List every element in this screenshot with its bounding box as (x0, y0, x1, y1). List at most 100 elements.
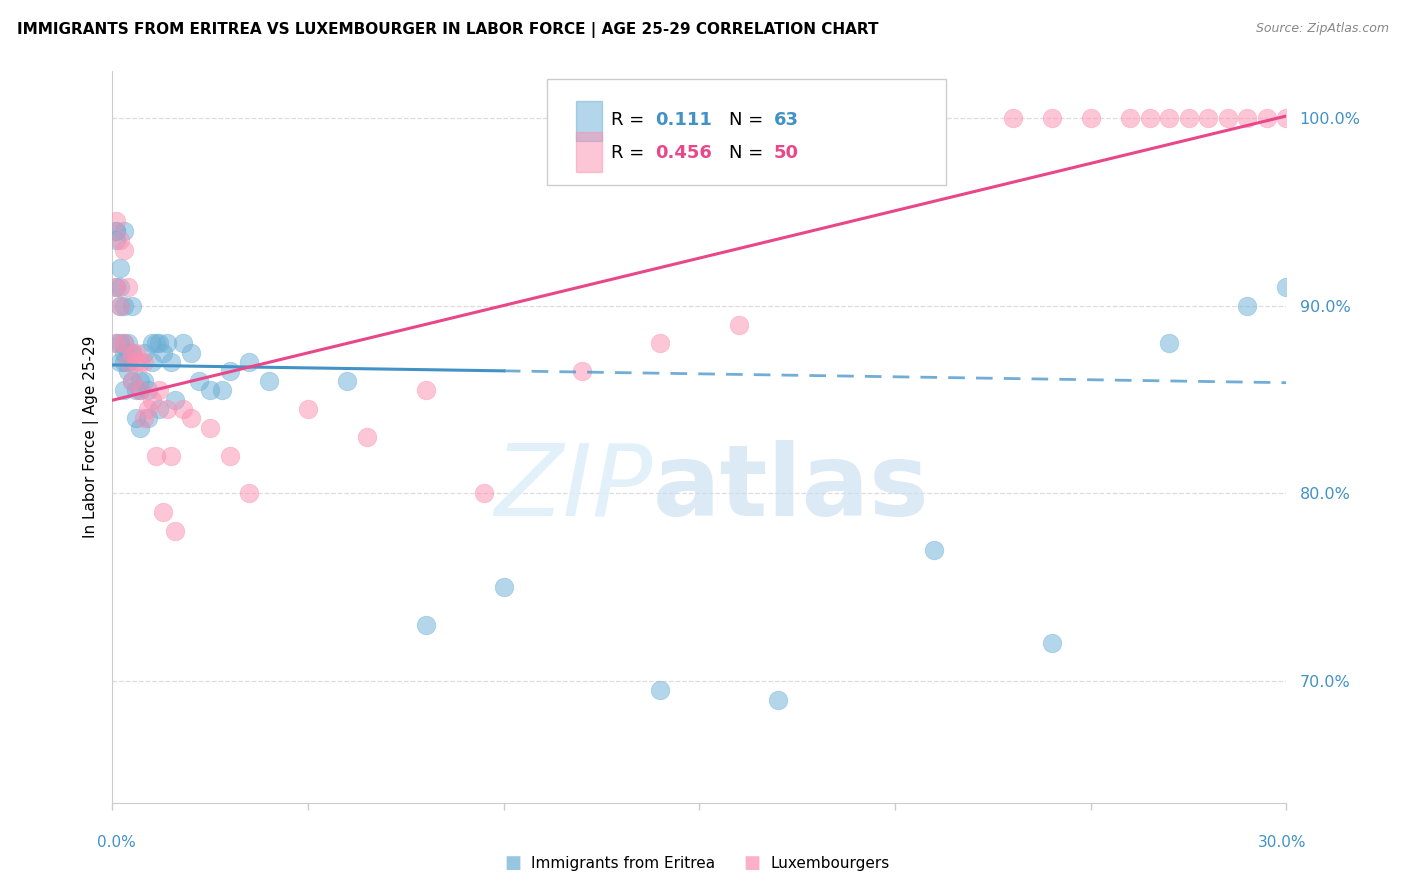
Point (105, 214, 128, 228)
Point (117, 280, 139, 294)
Point (141, 392, 163, 407)
Point (1295, 112, 1317, 126)
Point (117, 336, 139, 351)
Point (238, 355, 260, 369)
Point (415, 617, 437, 632)
Point (110, 261, 132, 276)
Point (1040, 112, 1063, 126)
Point (165, 524, 187, 538)
Point (180, 411, 202, 425)
Point (152, 345, 174, 359)
Point (1354, 224, 1376, 238)
Point (121, 374, 143, 388)
Point (1236, 112, 1258, 126)
Text: ■: ■ (744, 855, 761, 872)
Point (156, 401, 179, 416)
Point (125, 345, 148, 359)
Point (1295, 252, 1317, 266)
Point (132, 374, 155, 388)
Point (125, 411, 148, 425)
Point (105, 233, 128, 247)
Point (148, 336, 170, 351)
Point (105, 336, 128, 351)
Bar (576, 101, 602, 141)
Point (105, 280, 128, 294)
Point (148, 383, 170, 397)
Point (132, 411, 155, 425)
Text: ■: ■ (505, 855, 522, 872)
Point (1139, 112, 1161, 126)
Point (117, 355, 139, 369)
Point (112, 383, 135, 397)
Point (152, 505, 174, 519)
Point (117, 355, 139, 369)
Point (156, 336, 179, 351)
Point (1177, 112, 1199, 126)
Point (180, 345, 202, 359)
Point (105, 224, 128, 238)
Point (1315, 233, 1337, 247)
Point (112, 224, 135, 238)
Point (112, 336, 135, 351)
Point (1275, 280, 1298, 294)
Point (121, 345, 143, 359)
Text: N =: N = (728, 112, 769, 129)
Text: 0.111: 0.111 (655, 112, 711, 129)
Point (110, 336, 132, 351)
Point (125, 383, 148, 397)
Point (136, 411, 159, 425)
Point (1159, 112, 1181, 126)
Point (136, 383, 159, 397)
Point (650, 683, 672, 698)
Point (117, 345, 139, 359)
Point (112, 299, 135, 313)
Point (727, 318, 749, 332)
Point (145, 336, 167, 351)
Point (297, 401, 319, 416)
Point (125, 355, 148, 369)
Point (110, 233, 132, 247)
Point (145, 449, 167, 463)
Point (211, 383, 233, 397)
Point (172, 336, 194, 351)
Point (105, 280, 128, 294)
Text: Source: ZipAtlas.com: Source: ZipAtlas.com (1256, 22, 1389, 36)
Text: 63: 63 (773, 112, 799, 129)
Point (112, 355, 135, 369)
Point (257, 374, 280, 388)
Point (165, 392, 187, 407)
Text: N =: N = (728, 144, 769, 161)
Point (112, 345, 135, 359)
Point (112, 336, 135, 351)
Point (1080, 112, 1102, 126)
Point (492, 580, 515, 594)
Point (336, 374, 359, 388)
Point (132, 345, 155, 359)
Point (356, 430, 378, 444)
Point (766, 692, 789, 706)
Point (121, 374, 143, 388)
Text: Luxembourgers: Luxembourgers (770, 856, 890, 871)
Point (128, 383, 150, 397)
Text: IMMIGRANTS FROM ERITREA VS LUXEMBOURGER IN LABOR FORCE | AGE 25-29 CORRELATION C: IMMIGRANTS FROM ERITREA VS LUXEMBOURGER … (17, 22, 879, 38)
Point (219, 364, 242, 378)
Point (141, 355, 163, 369)
Point (110, 299, 132, 313)
Point (1040, 636, 1063, 650)
Bar (576, 132, 602, 172)
Point (1159, 336, 1181, 351)
Point (110, 355, 132, 369)
Point (172, 401, 194, 416)
Text: R =: R = (612, 112, 651, 129)
FancyBboxPatch shape (547, 78, 946, 185)
Point (200, 383, 222, 397)
Text: 0.0%: 0.0% (97, 836, 136, 850)
Point (110, 280, 132, 294)
Point (117, 364, 139, 378)
Point (105, 224, 128, 238)
Text: 0.456: 0.456 (655, 144, 711, 161)
Point (415, 383, 437, 397)
Point (128, 374, 150, 388)
Text: 30.0%: 30.0% (1258, 836, 1306, 850)
Point (1392, 224, 1406, 238)
